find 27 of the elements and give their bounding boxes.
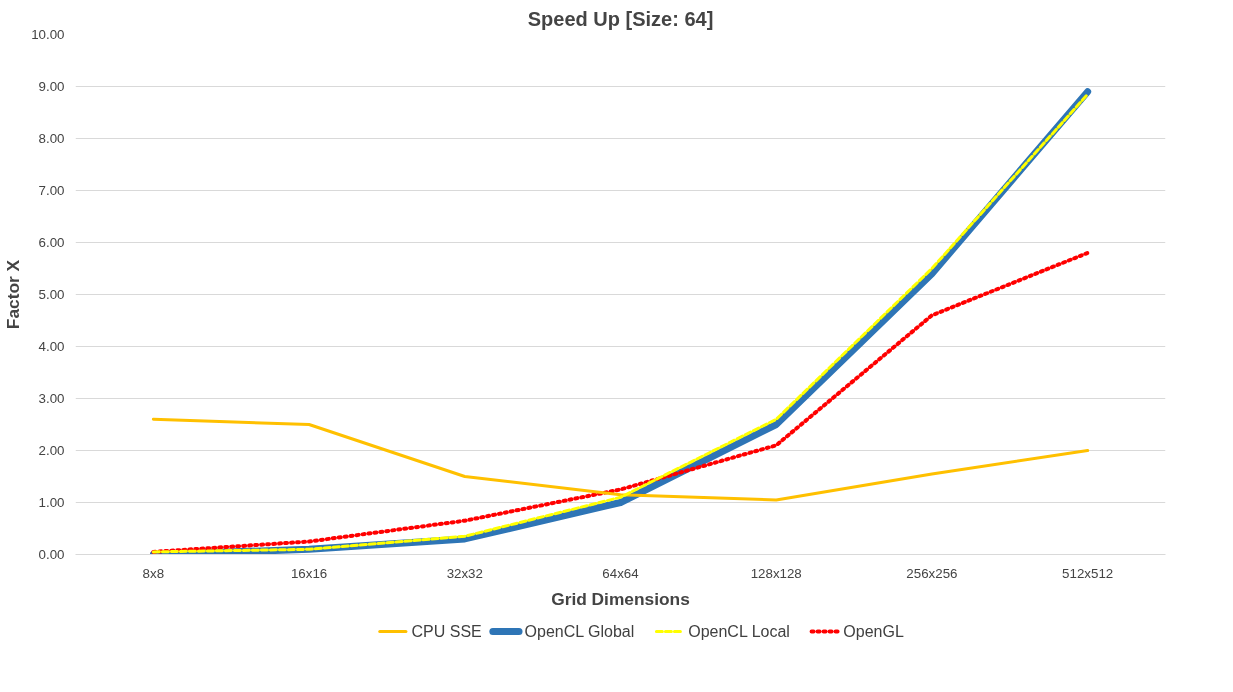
line-series	[151, 250, 1090, 554]
y-tick-label: 0.00	[38, 547, 65, 562]
legend-label: OpenGL	[843, 623, 904, 640]
x-tick-label: 32x32	[446, 565, 483, 581]
x-tick-label: 8x8	[142, 565, 165, 581]
x-tick-label: 16x16	[290, 565, 328, 581]
chart-title: Speed Up [Size: 64]	[527, 7, 714, 30]
x-tick-label: 256x256	[906, 565, 958, 581]
y-tick-label: 7.00	[38, 183, 65, 198]
x-axis-title: Grid Dimensions	[551, 588, 690, 609]
x-tick-label: 128x128	[750, 565, 802, 581]
y-tick-label: 2.00	[38, 443, 65, 458]
y-tick-label: 8.00	[38, 131, 65, 146]
legend-label: CPU SSE	[411, 623, 482, 640]
y-tick-label: 5.00	[38, 287, 65, 302]
x-tick-label: 64x64	[602, 565, 640, 581]
y-tick-label: 3.00	[38, 391, 65, 406]
y-tick-label: 9.00	[38, 79, 65, 94]
y-axis-title: Factor X	[3, 259, 24, 330]
y-tick-label: 6.00	[38, 235, 65, 250]
y-tick-label: 10.00	[31, 27, 65, 42]
legend-label: OpenCL Global	[524, 623, 635, 640]
line-series	[151, 417, 1090, 502]
y-tick-label: 4.00	[38, 339, 65, 354]
x-tick-label: 512x512	[1062, 565, 1114, 581]
y-tick-label: 1.00	[38, 495, 65, 510]
legend-label: OpenCL Local	[688, 623, 790, 640]
